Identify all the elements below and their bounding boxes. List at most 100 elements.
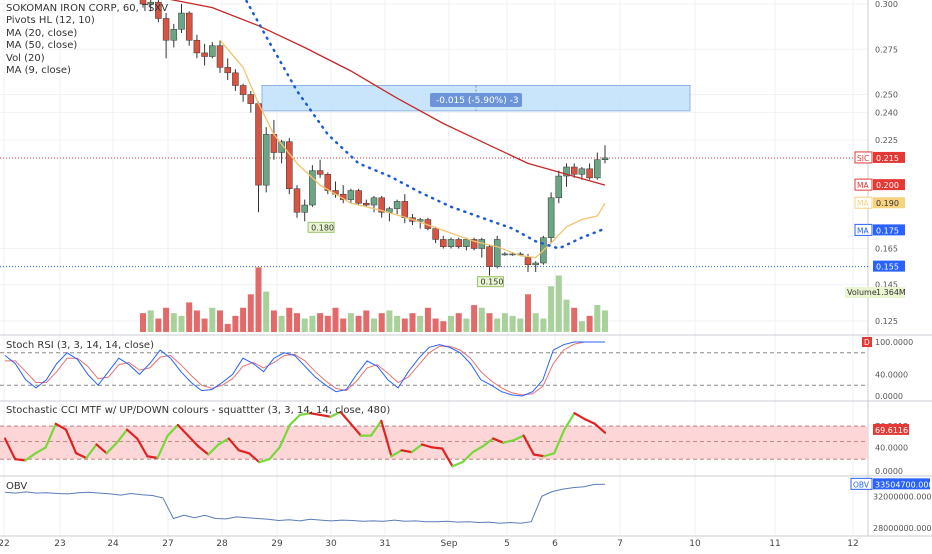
volume-bar — [525, 294, 531, 332]
x-tick-label: 7 — [617, 539, 623, 549]
cci-segment — [75, 452, 88, 460]
candle-body — [255, 103, 262, 186]
price-tag-value: 0.175 — [876, 226, 899, 235]
volume-bar — [448, 315, 454, 332]
stoch-rsi-layer — [0, 341, 868, 397]
candle-body — [347, 190, 355, 200]
candle-body — [355, 190, 362, 204]
volume-bar — [347, 313, 354, 332]
cci-segment — [85, 443, 98, 460]
cci-segment — [156, 434, 169, 460]
obv-tick-label: 32000000.0000 — [873, 492, 932, 501]
obv-tag-name: OBV — [853, 480, 870, 489]
price-tag-name: SIC — [857, 154, 869, 163]
cci-segment — [329, 410, 342, 418]
pivot-label-box — [307, 221, 335, 233]
volume-bar — [386, 310, 393, 332]
cci-segment — [14, 458, 27, 462]
price-tag-box — [873, 151, 905, 163]
cci-segment — [64, 428, 78, 455]
volume-bar — [324, 315, 331, 332]
cci-segment — [288, 413, 302, 427]
cci-segment — [481, 437, 495, 448]
volume-bar — [217, 310, 223, 332]
volume-bar — [232, 315, 239, 332]
candle-body — [147, 1, 154, 5]
cci-segment — [410, 443, 424, 454]
main-layer: -0.015 (-5.90%) -3 0.180 0.150 — [0, 0, 868, 332]
cci-segment — [532, 453, 546, 458]
x-tick-label: 23 — [54, 539, 65, 549]
cci-segment — [268, 446, 281, 461]
x-tick-label: 31 — [379, 539, 390, 549]
ma-slow-line — [169, 0, 606, 186]
price-tag-box — [873, 224, 905, 236]
stoch-rsi-tag: D — [864, 338, 870, 347]
candle-body — [239, 85, 247, 95]
obv-line — [4, 483, 606, 524]
cci-segment — [247, 452, 261, 464]
candle-body — [501, 253, 509, 256]
cci-segment — [370, 419, 383, 437]
price-tag-box — [873, 197, 905, 209]
price-tag-value: 0.215 — [876, 154, 899, 163]
volume-bar — [332, 307, 339, 332]
cci-segment — [583, 417, 596, 425]
cci-tag-box — [873, 423, 909, 435]
candle-body — [324, 173, 332, 191]
volume-bar — [401, 318, 408, 332]
candle-body — [139, 0, 147, 5]
candle-body — [170, 29, 178, 41]
y-tick-label: 0.240 — [875, 109, 898, 118]
price-tag-value: 0.200 — [876, 181, 899, 190]
volume-bar — [340, 318, 347, 332]
volume-bar — [294, 313, 300, 332]
volume-bar — [263, 291, 270, 332]
cci-segment — [44, 422, 57, 449]
volume-bar — [186, 302, 193, 332]
candle-body — [262, 134, 270, 186]
candle-body — [555, 175, 563, 199]
volume-bar — [455, 313, 462, 332]
cci-segment — [258, 458, 271, 464]
cci-segment — [278, 423, 291, 449]
volume-bar — [355, 315, 362, 332]
volume-bar — [309, 315, 316, 332]
cci-segment — [563, 412, 576, 431]
stoch-rsi-k-line — [4, 341, 605, 397]
x-tick-label: 5 — [504, 539, 510, 549]
candle-body — [293, 188, 301, 213]
volume-bar — [224, 323, 231, 332]
candle-body — [201, 52, 208, 57]
volume-bar — [594, 305, 601, 332]
price-tag: MA 0.190 — [854, 196, 905, 209]
volume-bar — [409, 313, 416, 332]
x-tick-label: 29 — [271, 539, 283, 549]
cci-segment — [95, 443, 108, 455]
y-tick-label: 0.225 — [875, 136, 898, 145]
volume-bar — [178, 315, 185, 332]
candle-body — [286, 141, 293, 189]
price-tag-name: MA — [857, 181, 869, 190]
volume-bar — [163, 307, 170, 332]
volume-bar — [602, 310, 608, 332]
volume-bar — [371, 318, 377, 332]
ma-fast-line — [219, 39, 606, 259]
indicator-vol: Vol (20) — [6, 52, 45, 64]
candle-body — [155, 1, 162, 19]
candle-body — [586, 168, 593, 179]
cci-segment — [54, 422, 68, 431]
y-tick-label: 0.300 — [875, 0, 898, 9]
obv-layer — [4, 483, 606, 524]
x-tick-label: 30 — [325, 539, 337, 549]
volume-bar — [155, 318, 162, 332]
cci-segment — [125, 428, 139, 440]
indicator-legend: SOKOMAN IRON CORP, 60, TSXV Pivots HL (1… — [6, 3, 168, 77]
cci-segment — [522, 434, 535, 456]
cci-segment — [471, 445, 485, 454]
candle-body — [594, 159, 601, 179]
x-tick-label: 10 — [689, 539, 701, 549]
measure-label-box — [430, 93, 522, 107]
candle-body — [393, 201, 401, 209]
